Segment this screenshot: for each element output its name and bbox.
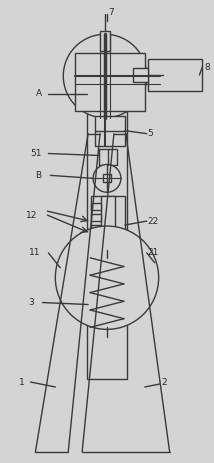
Text: 11: 11 xyxy=(28,248,40,257)
Bar xyxy=(103,175,111,182)
Circle shape xyxy=(93,164,121,192)
Text: 8: 8 xyxy=(204,63,210,72)
Text: 3: 3 xyxy=(28,298,34,307)
Bar xyxy=(133,68,148,82)
Text: 22: 22 xyxy=(148,217,159,225)
Text: 1: 1 xyxy=(19,377,24,387)
Text: 7: 7 xyxy=(108,8,114,17)
Bar xyxy=(91,203,101,210)
Bar xyxy=(91,214,101,221)
Bar xyxy=(99,149,117,165)
Text: 51: 51 xyxy=(31,149,42,158)
Text: B: B xyxy=(36,171,42,180)
Bar xyxy=(91,236,101,243)
Bar xyxy=(91,196,125,250)
Circle shape xyxy=(63,34,147,118)
Bar xyxy=(91,225,101,232)
Text: 12: 12 xyxy=(25,211,37,219)
Text: 21: 21 xyxy=(148,248,159,257)
Bar xyxy=(148,59,202,91)
Text: 2: 2 xyxy=(162,377,167,387)
Bar xyxy=(87,61,127,379)
Text: A: A xyxy=(36,89,42,99)
Text: 5: 5 xyxy=(148,129,153,138)
Bar xyxy=(101,196,115,250)
Circle shape xyxy=(55,226,159,329)
Bar xyxy=(75,53,145,111)
Bar xyxy=(95,116,125,145)
Bar xyxy=(100,31,110,51)
